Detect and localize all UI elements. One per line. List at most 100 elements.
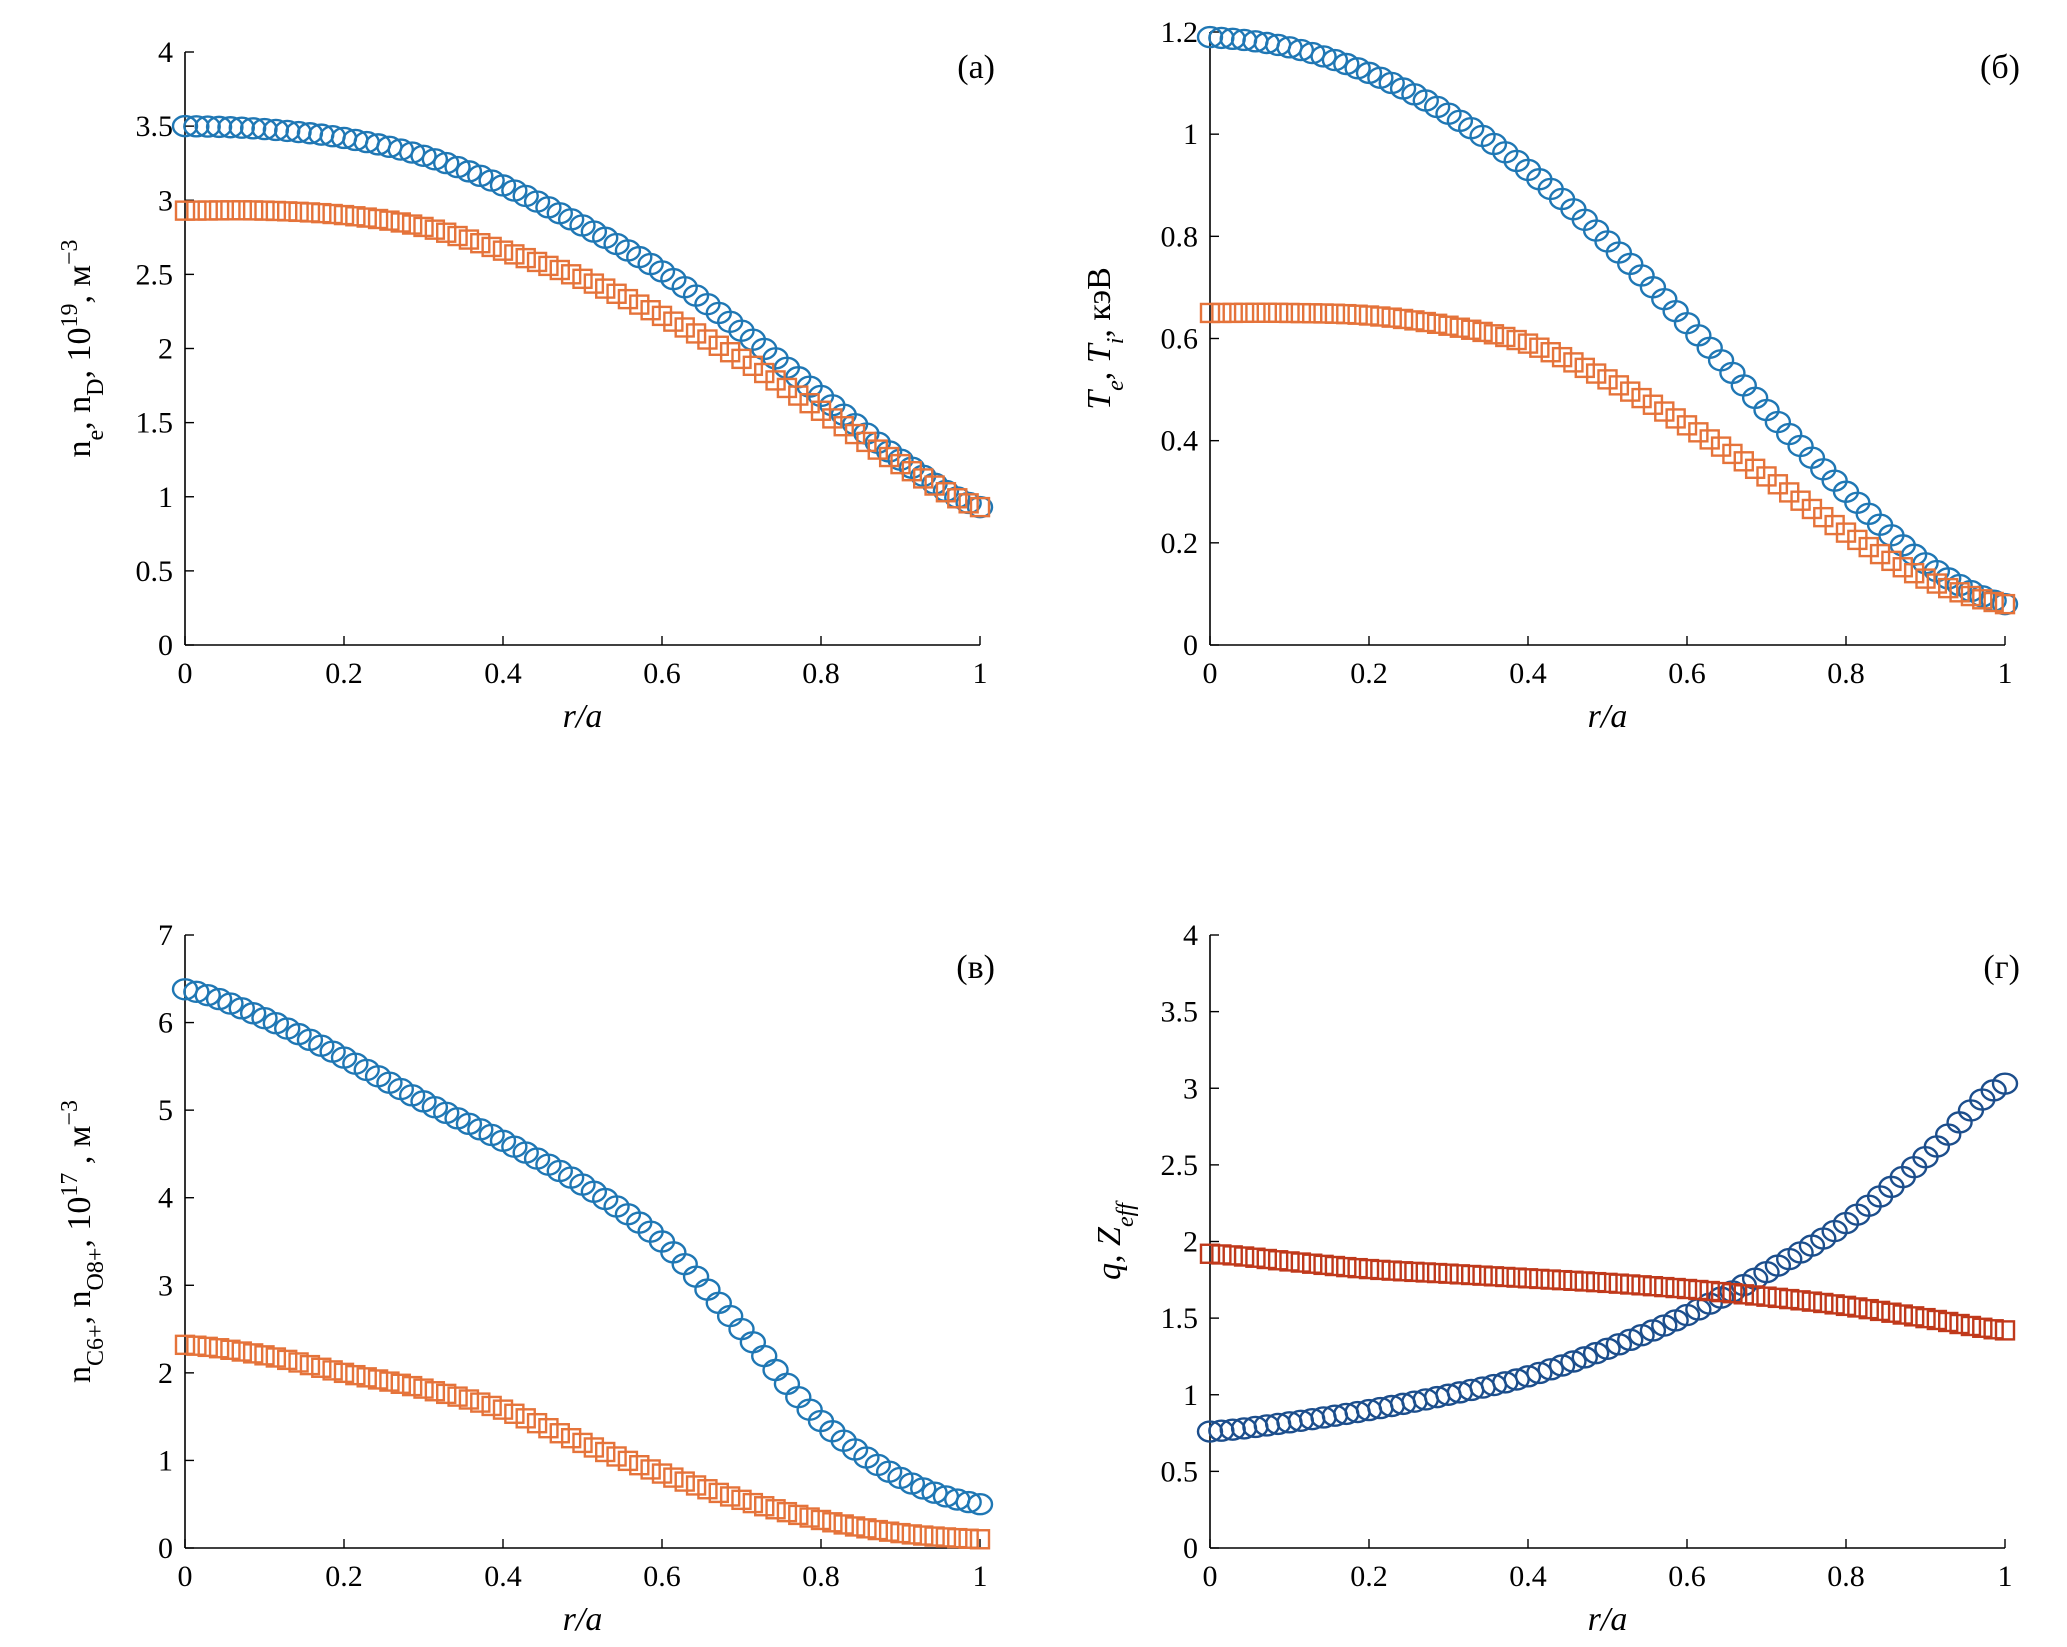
data-point-T_i <box>1279 302 1300 324</box>
data-point-T_i <box>1461 319 1482 340</box>
data-point-n_D <box>754 362 775 384</box>
data-point-n_D <box>481 236 502 258</box>
data-point-n_D <box>856 431 877 453</box>
data-point-T_i <box>1199 302 1221 324</box>
panel-d-ticks: 0 0.5 1 1.5 2 2.5 3 3.5 4 0 0.2 0.4 0.6 0.8 1 <box>1161 919 2013 1593</box>
data-point-n_e <box>205 115 233 139</box>
data-point-n_C6+ <box>183 980 210 1004</box>
data-point-n_O8+ <box>935 1527 957 1548</box>
data-point-n_C6+ <box>921 1481 948 1504</box>
data-point-Z_eff <box>1608 1273 1630 1294</box>
data-point-n_O8+ <box>663 1467 684 1488</box>
data-point-n_D <box>629 294 650 315</box>
data-point-T_i <box>1449 317 1471 338</box>
panel-a-ylabel: ne, nD, 1019, м−3 <box>57 239 109 457</box>
data-point-n_D <box>685 323 707 344</box>
x-tick-label: 0.6 <box>643 1560 681 1593</box>
data-point-Z_eff <box>1597 1272 1618 1294</box>
data-point-n_D <box>277 201 298 222</box>
data-point-n_O8+ <box>901 1524 923 1545</box>
panel-c-xlabel: r/a <box>563 1601 603 1638</box>
data-point-n_D <box>424 219 446 240</box>
data-point-n_D <box>969 496 991 518</box>
data-point-T_i <box>1404 310 1425 331</box>
data-point-Z_eff <box>1324 1255 1346 1277</box>
data-point-n_D <box>924 475 945 496</box>
data-point-n_O8+ <box>481 1395 502 1417</box>
data-point-n_O8+ <box>833 1514 854 1535</box>
data-point-n_D <box>742 355 764 377</box>
data-point-n_O8+ <box>447 1386 468 1407</box>
data-point-T_i <box>1426 313 1448 335</box>
data-point-n_O8+ <box>458 1389 480 1410</box>
data-point-n_O8+ <box>492 1399 514 1420</box>
data-point-T_i <box>1949 582 1970 603</box>
data-point-Z_eff <box>1790 1290 1811 1311</box>
data-point-n_D <box>776 377 798 399</box>
data-point-n_O8+ <box>595 1441 616 1463</box>
data-point-T_i <box>1313 303 1334 324</box>
data-point-n_D <box>947 488 968 509</box>
panel-c-tag: (в) <box>956 949 995 986</box>
data-point-n_D <box>526 251 548 273</box>
panel-c-marks <box>171 978 994 1550</box>
data-point-n_C6+ <box>716 1304 744 1328</box>
data-point-T_i <box>1642 394 1664 415</box>
data-point-n_D <box>867 439 888 460</box>
y-tick-label: 2.5 <box>1161 1149 1199 1182</box>
data-point-n_e <box>398 141 426 164</box>
data-point-n_O8+ <box>799 1507 820 1528</box>
data-point-n_D <box>174 200 196 221</box>
data-point-n_D <box>242 200 264 221</box>
y-tick-label: 6 <box>158 1007 173 1040</box>
data-point-n_O8+ <box>719 1486 741 1507</box>
x-tick-label: 0.2 <box>1350 657 1388 690</box>
data-point-n_D <box>265 200 287 222</box>
data-point-n_e <box>433 151 460 175</box>
data-point-n_D <box>697 329 718 350</box>
data-point-T_i <box>1620 381 1641 402</box>
panel-d: 00.511.522.533.540 0.2 0.4 0.6 0.8 1 (г) r/a … <box>1091 919 2020 1638</box>
data-point-n_O8+ <box>867 1519 888 1541</box>
data-point-n_O8+ <box>242 1343 264 1364</box>
data-point-Z_eff <box>1392 1261 1414 1282</box>
x-tick-label: 0.4 <box>484 1560 522 1593</box>
data-point-Z_eff <box>1869 1300 1891 1322</box>
data-point-n_D <box>935 482 957 503</box>
y-tick-label: 2 <box>158 333 173 366</box>
x-tick-label: 0 <box>1203 657 1218 690</box>
data-point-n_D <box>231 200 252 221</box>
data-point-Z_eff <box>1222 1245 1243 1266</box>
data-point-n_O8+ <box>515 1408 536 1429</box>
data-point-n_C6+ <box>773 1372 801 1396</box>
data-point-Z_eff <box>1926 1309 1948 1331</box>
y-tick-label: 4 <box>158 36 173 69</box>
data-point-n_D <box>708 335 729 356</box>
data-point-Z_eff <box>1676 1278 1698 1300</box>
panel-b-ticks: 0 0.2 0.4 0.6 0.8 1 1.2 0 0.2 0.4 0.6 0.8 1 <box>1161 16 2013 690</box>
data-point-n_O8+ <box>958 1528 979 1549</box>
data-point-T_i <box>1722 443 1743 465</box>
data-point-Z_eff <box>1688 1279 1709 1301</box>
data-point-n_O8+ <box>890 1522 911 1544</box>
data-point-Z_eff <box>1710 1281 1732 1303</box>
x-tick-label: 0.8 <box>1827 657 1865 690</box>
data-point-n_O8+ <box>788 1504 809 1526</box>
data-point-n_O8+ <box>776 1501 798 1523</box>
data-point-T_i <box>1994 593 2016 615</box>
data-point-Z_eff <box>1665 1277 1686 1299</box>
data-point-T_i <box>1347 304 1368 325</box>
data-point-Z_eff <box>1540 1269 1561 1290</box>
data-point-n_D <box>186 200 207 221</box>
panel-b: 00.20.40.60.811.20 0.2 0.4 0.6 0.8 1 (б) r/a … <box>1081 16 2020 735</box>
data-point-T_i <box>1733 451 1754 472</box>
data-point-n_D <box>765 370 786 391</box>
data-point-n_D <box>208 200 230 221</box>
data-point-n_O8+ <box>640 1459 661 1480</box>
data-point-Z_eff <box>1313 1254 1334 1276</box>
data-point-Z_eff <box>1756 1286 1777 1307</box>
x-tick-label: 0.4 <box>484 657 522 690</box>
data-point-n_O8+ <box>436 1383 457 1405</box>
data-point-n_D <box>254 200 275 221</box>
data-point-Z_eff <box>1563 1270 1584 1291</box>
